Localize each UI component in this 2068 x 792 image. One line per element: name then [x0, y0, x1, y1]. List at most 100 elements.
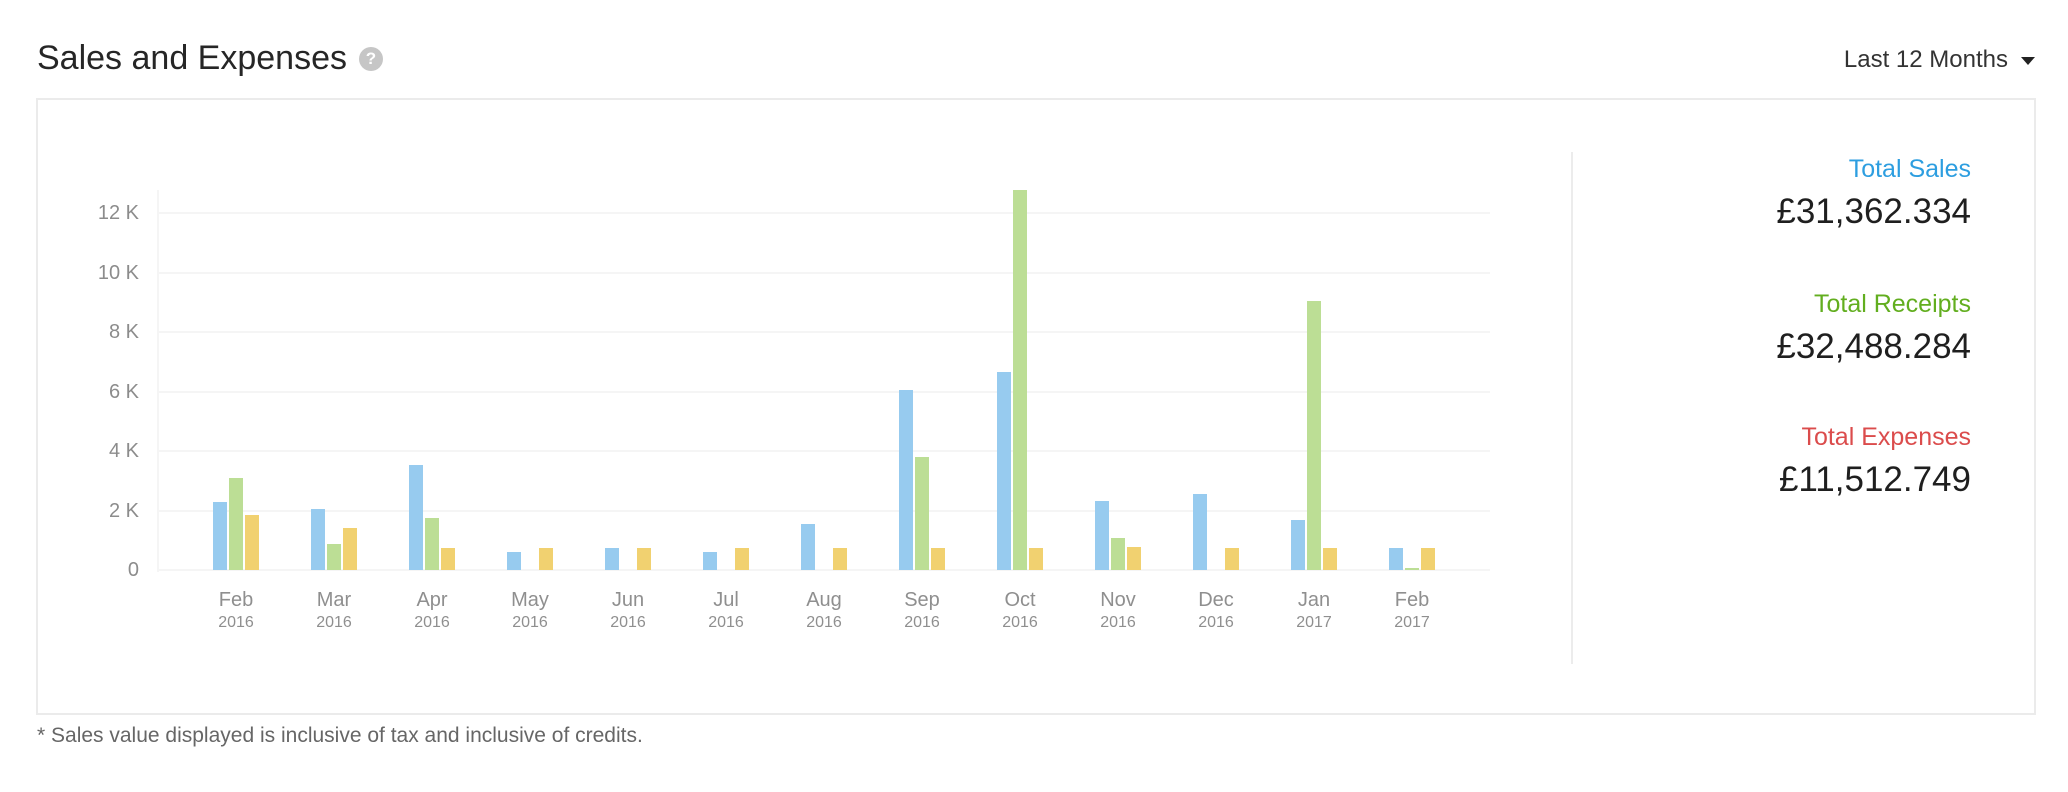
x-axis-label: Dec 2016 [1171, 589, 1261, 633]
x-axis-month: Jan [1297, 589, 1331, 611]
x-axis-label: Sep 2016 [877, 589, 967, 633]
bar-receipts[interactable] [1013, 190, 1027, 570]
total-sales-label: Total Sales [1848, 155, 1971, 183]
bar-sales[interactable] [899, 390, 913, 570]
x-axis-label: Apr 2016 [387, 589, 477, 633]
bar-sales[interactable] [1291, 520, 1305, 570]
y-axis-tick-label: 6 K [108, 380, 139, 403]
gridline [157, 390, 1490, 393]
help-icon[interactable]: ? [359, 47, 383, 71]
x-axis-year: 2016 [610, 614, 646, 631]
x-axis-year: 2016 [414, 614, 450, 631]
x-axis-year: 2016 [1002, 614, 1038, 631]
summary-total-sales: Total Sales £31,362.334 [1776, 154, 1971, 234]
x-axis-year: 2016 [218, 614, 254, 631]
x-axis-month: Dec [1198, 589, 1234, 611]
bar-expenses[interactable] [735, 547, 749, 570]
total-expenses-label: Total Expenses [1801, 423, 1971, 451]
y-axis-tick-label: 12 K [97, 202, 139, 224]
x-axis-month: Feb [218, 589, 254, 611]
x-axis-year: 2016 [1100, 614, 1136, 631]
bar-expenses[interactable] [1029, 547, 1043, 570]
x-axis-year: 2016 [904, 614, 940, 631]
x-axis-month: Jun [611, 589, 645, 611]
bar-expenses[interactable] [1421, 547, 1435, 570]
chart-card: 0 2 K 4 K 6 K 8 K 10 K 12 K Feb 2016 Mar 2016 Apr 20… [36, 98, 2036, 715]
x-axis-label: Jun 2016 [583, 589, 673, 633]
x-axis-month: May [511, 589, 549, 611]
gridline [157, 271, 1490, 274]
y-axis-tick-label: 0 [127, 559, 139, 581]
bar-expenses[interactable] [245, 515, 259, 570]
bar-receipts[interactable] [915, 457, 929, 570]
x-axis-label: Jul 2016 [681, 589, 771, 633]
bar-expenses[interactable] [637, 547, 651, 570]
panel-divider [1571, 152, 1573, 664]
x-axis-year: 2016 [1198, 614, 1234, 631]
bar-expenses[interactable] [833, 547, 847, 570]
x-axis-label: Feb 2017 [1367, 589, 1457, 633]
x-axis-label: Mar 2016 [289, 589, 379, 633]
x-axis-year: 2017 [1394, 614, 1430, 631]
bar-receipts[interactable] [1405, 567, 1419, 570]
bar-sales[interactable] [311, 508, 325, 570]
bar-receipts[interactable] [425, 517, 439, 570]
bar-receipts[interactable] [1111, 538, 1125, 570]
summary-total-expenses: Total Expenses £11,512.749 [1779, 422, 1971, 502]
bar-sales[interactable] [703, 552, 717, 570]
summary-total-receipts: Total Receipts £32,488.284 [1776, 289, 1971, 369]
bar-expenses[interactable] [539, 547, 553, 570]
gridline [157, 509, 1490, 512]
bar-expenses[interactable] [931, 547, 945, 570]
bar-sales[interactable] [507, 552, 521, 570]
x-axis-label: Nov 2016 [1073, 589, 1163, 633]
x-axis-year: 2016 [512, 614, 548, 631]
bar-sales[interactable] [1193, 494, 1207, 570]
bar-sales[interactable] [605, 547, 619, 570]
bar-expenses[interactable] [343, 528, 357, 570]
y-axis-tick-label: 4 K [108, 440, 139, 462]
total-receipts-label: Total Receipts [1813, 290, 1971, 318]
bar-receipts[interactable] [327, 544, 341, 570]
x-axis-month: Oct [1004, 589, 1036, 611]
bar-expenses[interactable] [1323, 547, 1337, 570]
x-axis-month: Sep [904, 589, 940, 611]
date-range-dropdown[interactable]: Last 12 Months [1844, 44, 2035, 76]
gridline [157, 212, 1490, 214]
x-axis-month: Apr [416, 589, 448, 611]
gridline [157, 331, 1490, 333]
x-axis-label: Jan 2017 [1269, 589, 1359, 633]
bar-sales[interactable] [997, 371, 1011, 570]
x-axis-month: Nov [1100, 589, 1136, 611]
total-receipts-value: £32,488.284 [1776, 327, 1971, 366]
bar-expenses[interactable] [1225, 547, 1239, 570]
bar-sales[interactable] [801, 524, 815, 570]
footnote: * Sales value displayed is inclusive of … [37, 724, 643, 747]
bar-sales[interactable] [409, 465, 423, 570]
bar-sales[interactable] [213, 502, 227, 570]
caret-down-icon [2021, 57, 2035, 65]
x-axis-year: 2016 [316, 614, 352, 631]
x-axis-year: 2016 [708, 614, 744, 631]
y-axis-line [157, 190, 159, 572]
gridline [157, 569, 1490, 571]
x-axis-label: May 2016 [485, 589, 575, 633]
bar-expenses[interactable] [1127, 547, 1141, 570]
x-axis-year: 2017 [1296, 614, 1332, 631]
x-axis-month: Aug [806, 589, 842, 611]
bar-receipts[interactable] [1307, 300, 1321, 570]
x-axis-month: Feb [1394, 589, 1430, 611]
bar-sales[interactable] [1389, 548, 1403, 570]
y-axis-tick-label: 10 K [97, 261, 139, 284]
y-axis-tick-label: 2 K [108, 499, 139, 522]
bar-sales[interactable] [1095, 501, 1109, 570]
gridline [157, 450, 1490, 452]
page-title: Sales and Expenses [37, 39, 347, 77]
y-axis-tick-label: 8 K [108, 321, 139, 343]
bar-receipts[interactable] [229, 478, 243, 570]
x-axis-year: 2016 [806, 614, 842, 631]
x-axis-month: Mar [316, 589, 352, 611]
x-axis-label: Feb 2016 [191, 589, 281, 633]
bar-expenses[interactable] [441, 547, 455, 570]
total-sales-value: £31,362.334 [1776, 192, 1971, 231]
